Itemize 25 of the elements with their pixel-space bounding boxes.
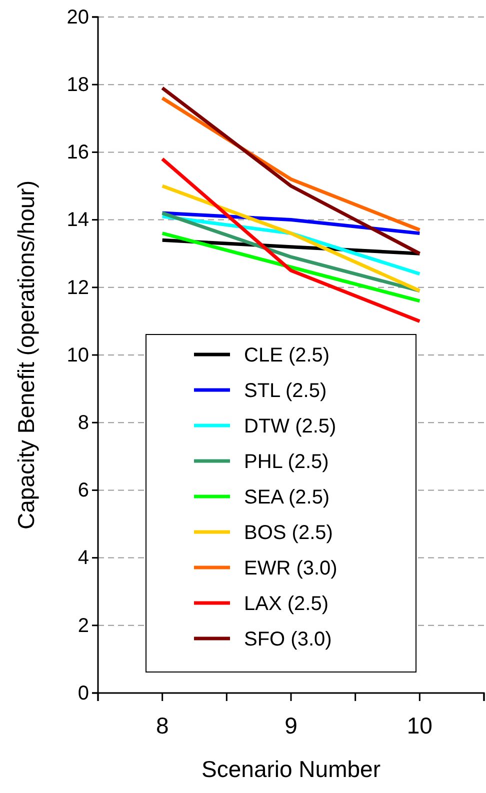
- legend-label: LAX (2.5): [244, 593, 328, 615]
- x-tick-label: 9: [284, 712, 298, 738]
- legend-label: DTW (2.5): [244, 416, 336, 438]
- y-tick-label: 8: [78, 412, 89, 434]
- legend-label: SEA (2.5): [244, 486, 330, 508]
- y-tick-label: 2: [78, 614, 89, 637]
- y-tick-label: 4: [78, 547, 89, 570]
- y-tick-label: 16: [66, 142, 89, 164]
- legend-label: BOS (2.5): [244, 522, 333, 544]
- y-tick-label: 14: [66, 209, 89, 232]
- y-tick-label: 10: [66, 344, 89, 366]
- x-tick-label: 10: [406, 712, 432, 738]
- legend-label: SFO (3.0): [244, 628, 332, 650]
- x-tick-label: 8: [156, 712, 169, 738]
- y-tick-label: 0: [78, 682, 89, 704]
- y-axis-title: Capacity Benefit (operations/hour): [13, 180, 39, 530]
- legend-label: EWR (3.0): [244, 558, 338, 580]
- legend-label: STL (2.5): [244, 380, 327, 402]
- y-tick-label: 6: [78, 480, 89, 502]
- y-tick-label: 18: [66, 74, 89, 96]
- y-tick-label: 20: [66, 6, 89, 28]
- x-axis-title: Scenario Number: [202, 756, 381, 782]
- legend-label: CLE (2.5): [244, 344, 330, 366]
- y-tick-label: 12: [66, 276, 89, 299]
- legend-label: PHL (2.5): [244, 451, 329, 473]
